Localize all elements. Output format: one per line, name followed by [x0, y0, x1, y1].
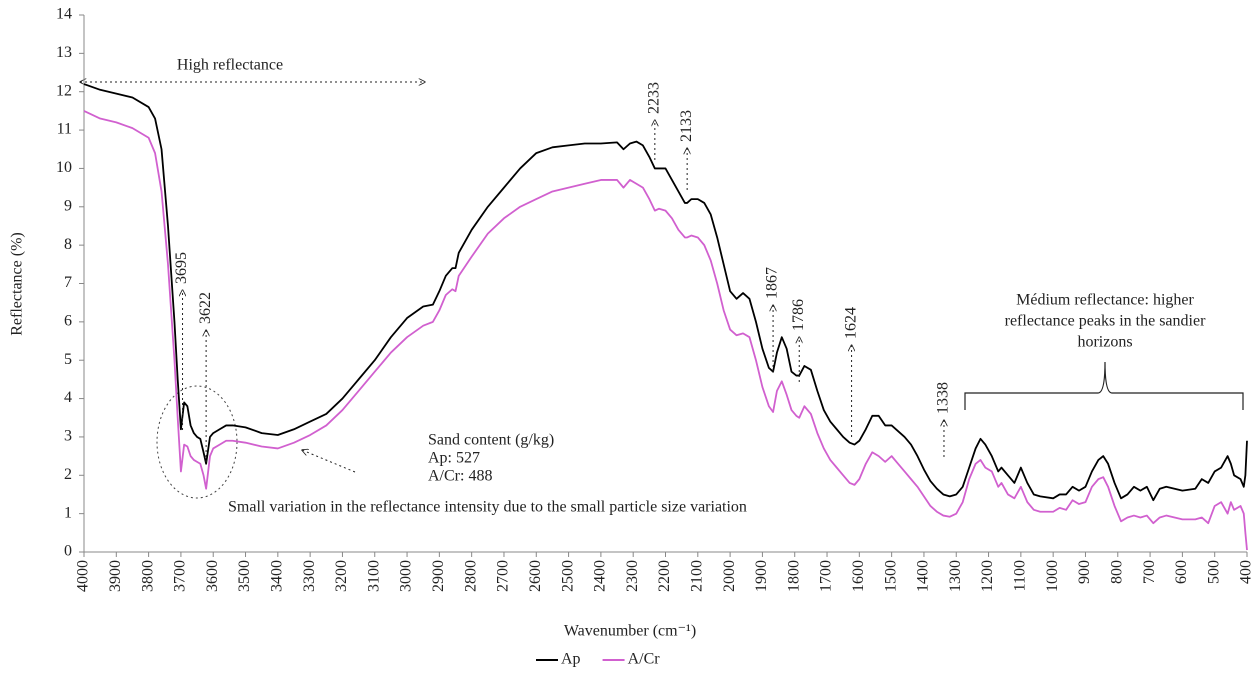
range-bracket [964, 361, 1244, 410]
peak-label: 1786 [790, 299, 807, 331]
y-tick-label: 14 [56, 6, 72, 23]
y-tick-label: 11 [57, 121, 72, 138]
x-tick-label: 3800 [139, 560, 156, 592]
annotation: Ap: 527 [428, 450, 480, 467]
annotation: Sand content (g/kg) [428, 432, 554, 449]
y-tick-label: 2 [64, 466, 72, 483]
x-tick-label: 800 [1108, 560, 1125, 584]
legend-label: Ap [561, 651, 581, 668]
peak-label: 1867 [764, 267, 781, 299]
x-tick-label: 3900 [107, 560, 124, 592]
x-tick-label: 3200 [333, 560, 350, 592]
annotation: High reflectance [177, 57, 283, 74]
x-tick-label: 2900 [430, 560, 447, 592]
y-tick-label: 8 [64, 236, 72, 253]
peak-label: 3695 [173, 252, 190, 284]
x-tick-label: 700 [1141, 560, 1158, 584]
y-tick-label: 3 [64, 428, 72, 445]
x-tick-label: 2200 [656, 560, 673, 592]
x-tick-label: 1400 [915, 560, 932, 592]
x-tick-label: 2300 [624, 560, 641, 592]
peak-label: 1338 [935, 382, 952, 414]
x-tick-label: 2100 [688, 560, 705, 592]
x-tick-label: 1900 [753, 560, 770, 592]
annotation: reflectance peaks in the sandier [1005, 313, 1206, 330]
y-axis-label: Reflectance (%) [9, 232, 26, 335]
annotation: A/Cr: 488 [428, 468, 492, 485]
x-tick-label: 1800 [785, 560, 802, 592]
y-tick-label: 13 [56, 44, 72, 61]
annotation: horizons [1077, 334, 1132, 351]
y-tick-label: 0 [64, 543, 72, 560]
y-tick-label: 1 [64, 504, 72, 521]
x-tick-label: 3500 [236, 560, 253, 592]
x-tick-label: 3000 [398, 560, 415, 592]
pointer-arrow [302, 450, 356, 473]
x-axis-label: Wavenumber (cm⁻¹) [564, 623, 696, 640]
x-tick-label: 3300 [301, 560, 318, 592]
y-tick-label: 5 [64, 351, 72, 368]
legend-label: A/Cr [628, 651, 661, 668]
x-tick-label: 2600 [527, 560, 544, 592]
y-tick-label: 4 [64, 389, 72, 406]
x-tick-label: 1300 [947, 560, 964, 592]
peak-label: 1624 [842, 307, 859, 339]
x-tick-label: 2000 [721, 560, 738, 592]
peak-label: 2233 [646, 82, 663, 114]
peak-label: 3622 [197, 292, 214, 324]
y-tick-label: 9 [64, 197, 72, 214]
y-tick-label: 6 [64, 313, 72, 330]
x-tick-label: 3400 [269, 560, 286, 592]
x-tick-label: 3100 [365, 560, 382, 592]
x-tick-label: 600 [1173, 560, 1190, 584]
x-tick-label: 1100 [1012, 560, 1029, 591]
x-tick-label: 1200 [979, 560, 996, 592]
annotation: Small variation in the reflectance inten… [228, 499, 747, 516]
x-tick-label: 2400 [592, 560, 609, 592]
x-tick-label: 500 [1205, 560, 1222, 584]
x-tick-label: 1700 [818, 560, 835, 592]
x-tick-label: 3700 [172, 560, 189, 592]
x-tick-label: 3600 [204, 560, 221, 592]
x-tick-label: 900 [1076, 560, 1093, 584]
y-tick-label: 7 [64, 274, 72, 291]
x-tick-label: 1000 [1044, 560, 1061, 592]
peak-label: 2133 [678, 110, 695, 142]
x-tick-label: 1500 [882, 560, 899, 592]
series-line [83, 110, 1248, 551]
x-tick-label: 2800 [462, 560, 479, 592]
x-tick-label: 400 [1238, 560, 1255, 584]
annotation: Médium reflectance: higher [1016, 292, 1194, 309]
x-tick-label: 4000 [75, 560, 92, 592]
y-tick-label: 12 [56, 82, 72, 99]
y-tick-label: 10 [56, 159, 72, 176]
x-tick-label: 2700 [495, 560, 512, 592]
x-tick-label: 1600 [850, 560, 867, 592]
x-tick-label: 2500 [559, 560, 576, 592]
